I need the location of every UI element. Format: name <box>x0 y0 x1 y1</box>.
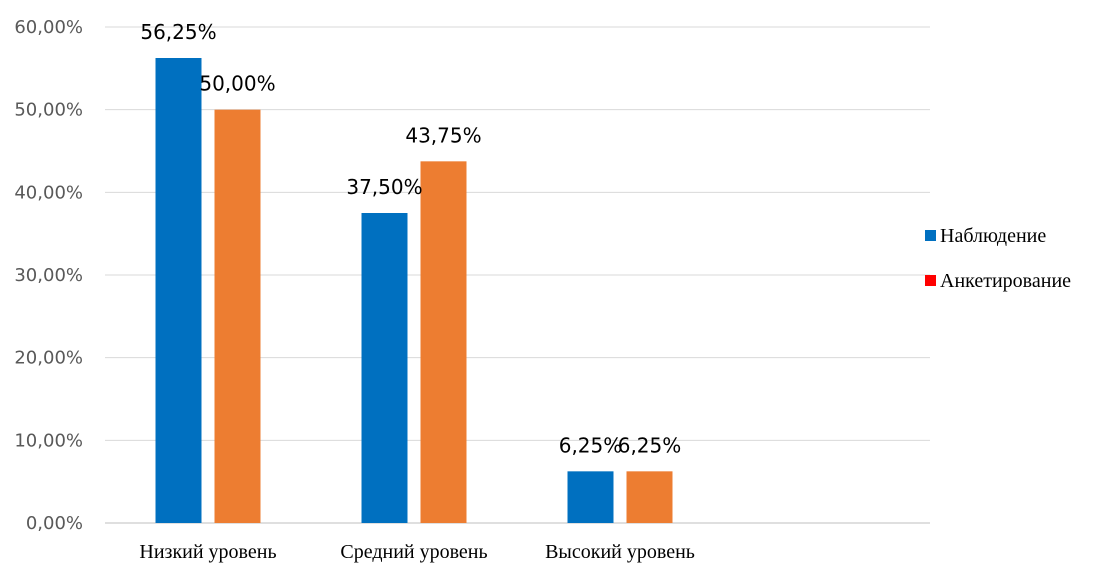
y-axis-tick-labels: 0,00% 10,00% 20,00% 30,00% 40,00% 50,00% 60,00… <box>14 17 83 534</box>
y-tick-label: 60,00% <box>14 17 83 38</box>
data-label: 56,25% <box>140 20 216 44</box>
data-label: 50,00% <box>199 72 275 96</box>
bar-observation <box>155 58 202 523</box>
y-tick-label: 10,00% <box>14 430 83 451</box>
y-tick-label: 30,00% <box>14 265 83 286</box>
y-tick-label: 50,00% <box>14 100 83 121</box>
data-label: 37,50% <box>346 175 422 199</box>
bar-survey <box>214 109 261 524</box>
legend-swatch <box>925 230 936 241</box>
legend-label: Наблюдение <box>940 225 1046 247</box>
y-tick-label: 40,00% <box>14 182 83 203</box>
bar-observation <box>567 471 614 523</box>
bar-observation <box>361 213 408 523</box>
bars <box>155 58 673 524</box>
legend-swatch <box>925 275 936 286</box>
x-category-label: Средний уровень <box>340 541 487 563</box>
legend: Наблюдение Анкетирование <box>925 225 1071 292</box>
y-tick-label: 20,00% <box>14 348 83 369</box>
y-tick-label: 0,00% <box>26 513 83 534</box>
bar-survey <box>420 161 467 524</box>
x-axis-category-labels: Низкий уровень Средний уровень Высокий уро… <box>139 541 695 563</box>
data-label: 6,25% <box>618 433 682 457</box>
x-category-label: Низкий уровень <box>139 541 276 563</box>
data-label: 43,75% <box>405 123 481 147</box>
data-labels: 56,25% 50,00% 37,50% 43,75% 6,25%6,25% <box>140 20 681 457</box>
bar-survey <box>626 471 673 523</box>
legend-label: Анкетирование <box>940 270 1071 292</box>
data-label: 6,25% <box>559 433 623 457</box>
x-category-label: Высокий уровень <box>545 541 695 563</box>
